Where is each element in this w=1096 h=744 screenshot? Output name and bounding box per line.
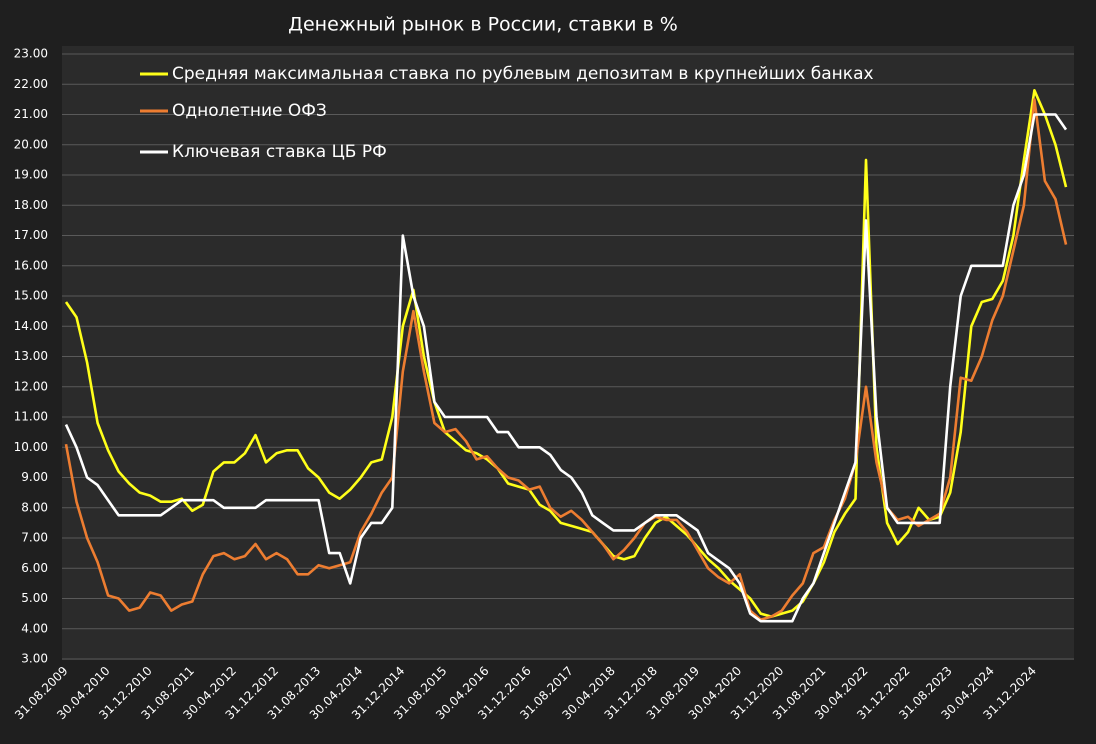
series-line [64, 113, 1068, 623]
y-tick-label: 5.00 [21, 591, 48, 605]
y-tick-label: 8.00 [21, 500, 48, 514]
y-tick-label: 14.00 [14, 319, 48, 333]
y-tick-label: 3.00 [21, 652, 48, 666]
y-tick-label: 6.00 [21, 561, 48, 575]
y-tick-label: 7.00 [21, 531, 48, 545]
y-tick-label: 22.00 [14, 77, 48, 91]
y-tick-label: 23.00 [14, 47, 48, 61]
series-line [64, 98, 1068, 621]
legend-label: Ключевая ставка ЦБ РФ [172, 142, 387, 162]
chart-title: Денежный рынок в России, ставки в % [288, 14, 678, 36]
legend-label: Средняя максимальная ставка по рублевым … [172, 64, 874, 84]
y-tick-label: 18.00 [14, 198, 48, 212]
y-tick-label: 4.00 [21, 621, 48, 635]
y-tick-label: 19.00 [14, 168, 48, 182]
y-tick-label: 20.00 [14, 137, 48, 151]
y-tick-label: 16.00 [14, 258, 48, 272]
legend-label: Однолетние ОФЗ [172, 101, 327, 121]
y-tick-label: 21.00 [14, 107, 48, 121]
series-line [64, 89, 1068, 618]
y-tick-label: 10.00 [14, 440, 48, 454]
y-tick-label: 13.00 [14, 349, 48, 363]
y-tick-label: 9.00 [21, 470, 48, 484]
y-tick-label: 15.00 [14, 289, 48, 303]
y-tick-label: 12.00 [14, 379, 48, 393]
y-tick-label: 11.00 [14, 410, 48, 424]
y-tick-label: 17.00 [14, 228, 48, 242]
